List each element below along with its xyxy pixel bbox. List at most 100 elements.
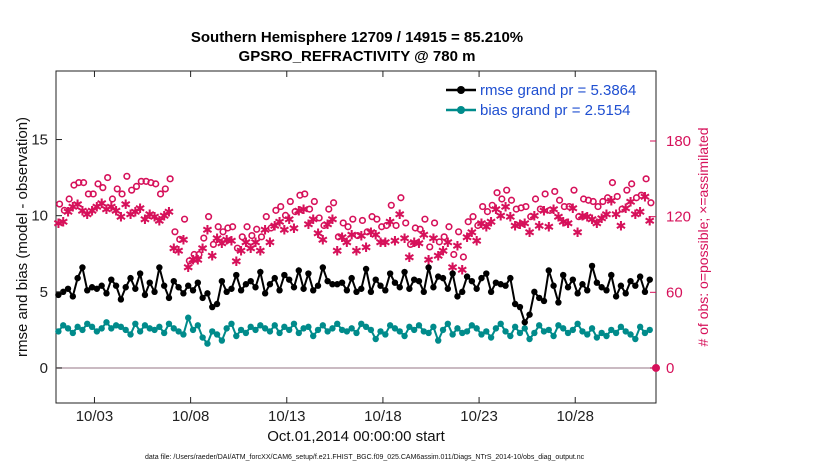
rmse-point — [454, 293, 461, 300]
assimilated-point: ✱ — [111, 203, 122, 218]
rmse-point — [295, 267, 302, 274]
possible-point — [493, 189, 501, 197]
possible-point — [310, 197, 318, 206]
bias-point — [560, 325, 567, 332]
rmse-point — [151, 288, 158, 296]
possible-point — [618, 205, 626, 213]
rmse-point — [334, 281, 341, 288]
rmse-point — [526, 311, 533, 318]
possible-point — [541, 190, 549, 198]
assimilated-point: ✱ — [587, 212, 598, 227]
bias-point — [420, 328, 427, 335]
possible-point — [108, 195, 117, 203]
assimilated-point: ✱ — [423, 253, 434, 268]
possible-point — [272, 206, 280, 214]
rmse-point — [612, 293, 620, 300]
chart-title-line-1: Southern Hemisphere 12709 / 14915 = 85.2… — [191, 29, 523, 46]
assimilated-point: ✱ — [260, 222, 271, 237]
possible-point — [483, 208, 492, 216]
rmse-point — [319, 264, 327, 271]
rmse-point — [185, 282, 192, 289]
bias-point — [617, 323, 625, 331]
assimilated-point: ✱ — [154, 213, 165, 228]
possible-point — [176, 235, 184, 243]
rmse-point — [310, 287, 317, 294]
possible-point — [531, 195, 540, 203]
assimilated-point: ✱ — [346, 227, 357, 242]
assimilated-point: ✱ — [149, 210, 160, 225]
possible-point — [358, 216, 367, 225]
assimilated-point: ✱ — [144, 207, 155, 222]
rmse-point — [535, 294, 543, 302]
possible-point — [104, 173, 112, 182]
bias-point — [64, 325, 72, 332]
rmse-point — [60, 288, 67, 296]
assimilated-point: ✱ — [596, 211, 607, 226]
possible-point — [575, 213, 583, 221]
possible-point — [171, 228, 179, 236]
rmse-point — [358, 285, 365, 292]
assimilated-point: ✱ — [72, 197, 83, 212]
assimilated-point: ✱ — [577, 208, 588, 223]
bias-point — [242, 329, 250, 337]
possible-point — [382, 221, 391, 230]
assimilated-point: ✱ — [375, 235, 386, 250]
rmse-point — [564, 284, 572, 291]
possible-point — [161, 185, 169, 193]
possible-point — [128, 186, 136, 194]
assimilated-point: ✱ — [414, 236, 425, 251]
rmse-point — [502, 282, 509, 289]
y-tick-label: 10 — [31, 208, 48, 225]
rmse-point — [348, 274, 355, 282]
bias-point — [218, 337, 226, 344]
assimilated-point: ✱ — [524, 225, 535, 240]
rmse-point — [112, 282, 120, 289]
assimilated-point: ✱ — [572, 225, 583, 240]
assimilated-point: ✱ — [389, 234, 400, 249]
bias-point — [305, 323, 312, 331]
assimilated-point: ✱ — [303, 217, 314, 232]
possible-point — [373, 215, 381, 223]
possible-point — [522, 202, 530, 211]
bias-point — [261, 325, 269, 332]
bias-point — [189, 326, 197, 334]
assimilated-point: ✱ — [365, 225, 376, 240]
bias-point — [526, 335, 533, 343]
possible-point — [209, 240, 218, 248]
rmse-point — [305, 270, 312, 277]
bias-point — [579, 328, 586, 335]
assimilated-point: ✱ — [471, 234, 482, 249]
rmse-point — [228, 285, 235, 292]
assimilated-point: ✱ — [202, 222, 213, 237]
assimilated-point: ✱ — [442, 235, 453, 250]
assimilated-point: ✱ — [620, 201, 631, 216]
assimilated-point: ✱ — [615, 218, 626, 233]
possible-point — [642, 175, 650, 183]
rmse-point — [276, 287, 283, 294]
possible-point — [604, 194, 612, 202]
bias-point — [612, 329, 620, 337]
rmse-point — [165, 294, 173, 302]
assimilated-point: ✱ — [548, 202, 559, 217]
assimilated-point: ✱ — [380, 235, 391, 250]
assimilated-point: ✱ — [264, 235, 275, 250]
y2-axis-label: # of obs: o=possible; ×=assimilated — [695, 127, 711, 346]
assimilated-point: ✱ — [356, 229, 367, 244]
rmse-point — [300, 285, 307, 292]
bias-point — [478, 331, 485, 338]
rmse-point — [377, 282, 384, 289]
rmse-point — [391, 279, 399, 286]
bias-point — [454, 325, 461, 332]
rmse-point — [338, 279, 346, 286]
rmse-point — [617, 282, 625, 289]
possible-point — [305, 205, 314, 213]
rmse-point — [74, 274, 81, 282]
rmse-point — [223, 288, 230, 296]
rmse-point — [627, 277, 634, 285]
bias-point — [74, 323, 81, 331]
rmse-point — [160, 282, 168, 289]
assimilated-point: ✱ — [188, 253, 199, 268]
possible-point — [204, 213, 213, 221]
assimilated-point: ✱ — [490, 202, 501, 217]
